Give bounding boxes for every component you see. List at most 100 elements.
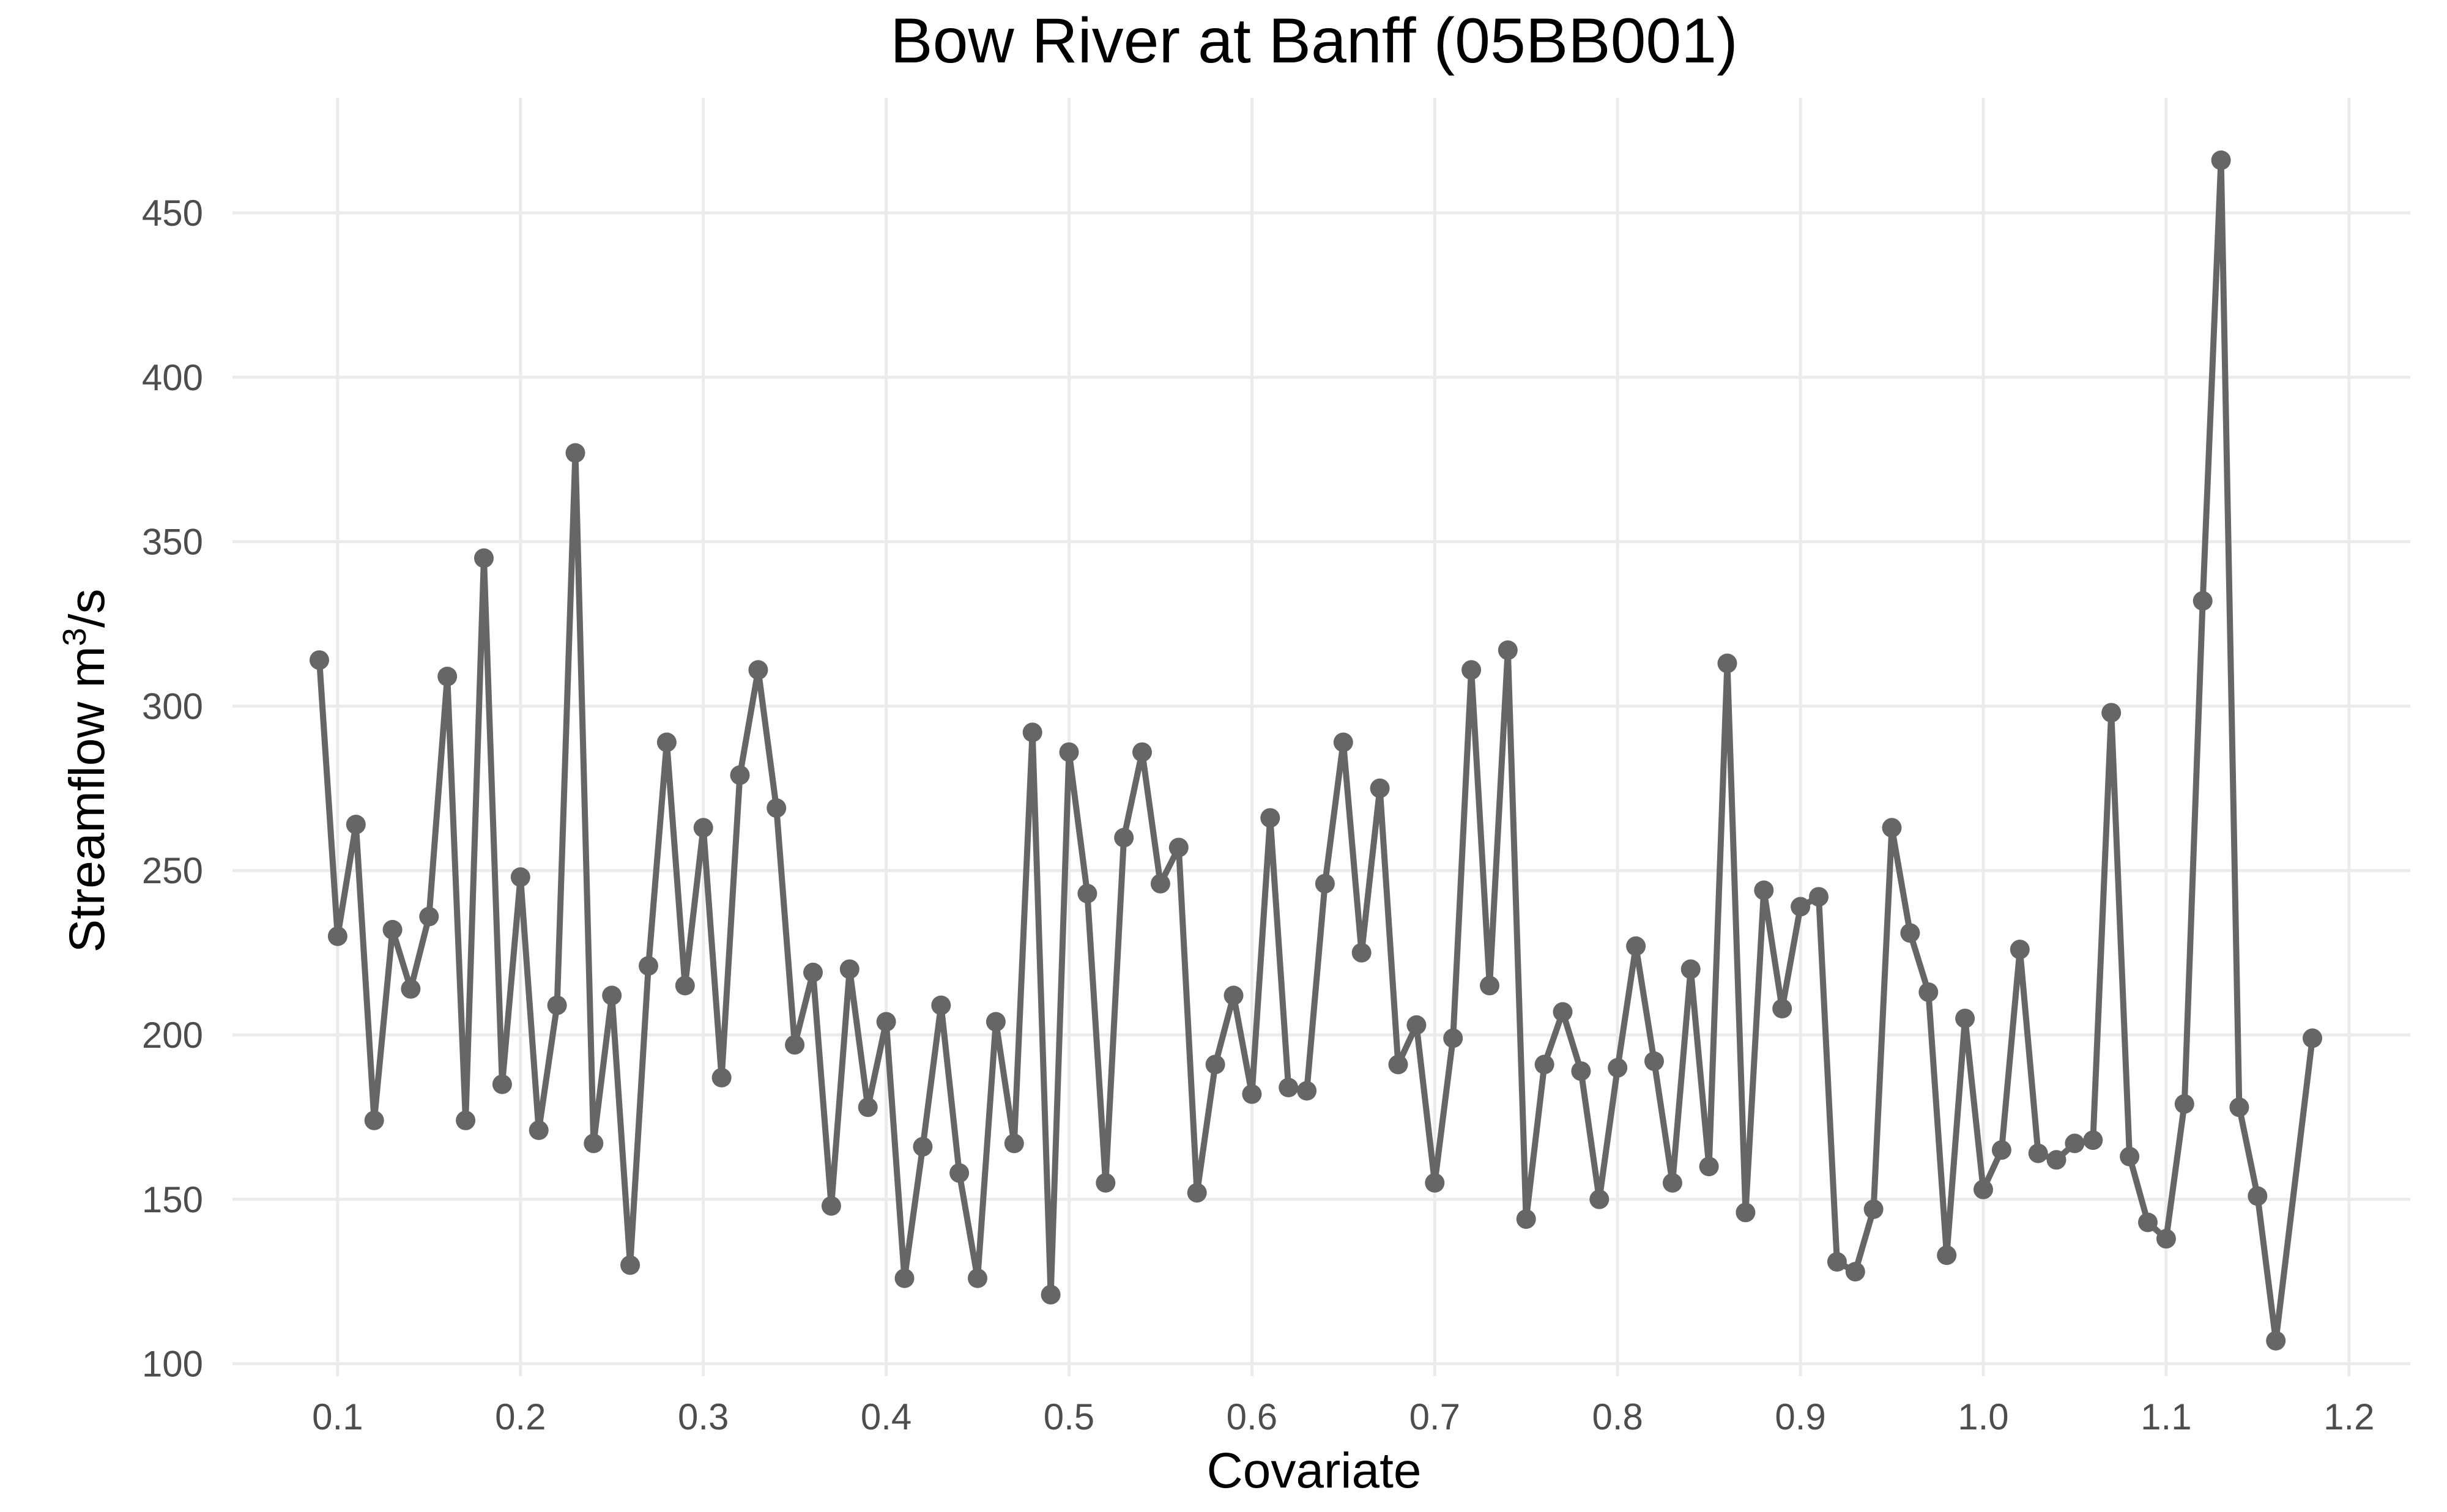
x-tick-label: 1.2 [2323, 1396, 2374, 1437]
y-axis-ticks: 100 150 200 250 300 350 400 450 [142, 193, 203, 1385]
x-tick-label: 0.3 [678, 1396, 729, 1437]
x-tick-label: 0.7 [1409, 1396, 1460, 1437]
data-point [1754, 880, 1774, 900]
y-tick-label: 400 [142, 357, 203, 398]
data-point [437, 667, 458, 686]
y-tick-label: 250 [142, 850, 203, 891]
data-point [894, 1268, 915, 1288]
data-point [1224, 985, 1244, 1006]
data-point [748, 660, 768, 680]
data-point [310, 650, 329, 670]
data-point [1205, 1054, 1225, 1075]
y-axis-title-main: Streamflow m [59, 646, 115, 952]
data-point [876, 1012, 896, 1032]
y-axis-title-tail: /s [59, 588, 115, 628]
data-point [584, 1133, 604, 1154]
x-tick-label: 0.8 [1592, 1396, 1643, 1437]
data-point [1644, 1051, 1664, 1071]
data-point [711, 1067, 732, 1088]
data-point [346, 815, 366, 834]
data-point [1004, 1133, 1024, 1154]
data-point [2083, 1130, 2103, 1151]
data-point [1059, 742, 1079, 762]
x-tick-label: 0.2 [495, 1396, 546, 1437]
data-point [2138, 1212, 2158, 1232]
y-tick-label: 150 [142, 1179, 203, 1220]
data-point [1242, 1084, 1262, 1104]
data-point [1480, 976, 1499, 996]
data-point [785, 1035, 805, 1055]
data-point [2229, 1097, 2249, 1117]
y-axis-title: Streamflow m3/s [56, 588, 115, 952]
y-tick-label: 100 [142, 1344, 203, 1385]
data-point [2065, 1133, 2085, 1154]
data-point [1150, 873, 1170, 894]
data-point [2120, 1146, 2140, 1166]
data-point [1534, 1054, 1554, 1075]
data-point [2010, 939, 2030, 960]
data-point [2156, 1229, 2176, 1249]
data-point [1077, 883, 1097, 903]
y-tick-label: 350 [142, 522, 203, 563]
data-point [602, 985, 622, 1006]
data-point [1699, 1157, 1719, 1177]
data-point [1370, 778, 1390, 798]
data-point [2193, 591, 2213, 611]
data-point [1132, 742, 1152, 762]
x-tick-label: 0.5 [1044, 1396, 1094, 1437]
data-point [2046, 1150, 2066, 1170]
data-point [1553, 1002, 1573, 1022]
data-point [1608, 1058, 1628, 1078]
chart-title: Bow River at Banff (05BB001) [890, 6, 1737, 76]
grid [232, 98, 2410, 1376]
data-point [1279, 1078, 1299, 1097]
data-point [1406, 1015, 1427, 1035]
data-point [364, 1110, 384, 1130]
data-point [1425, 1173, 1445, 1193]
data-point [419, 906, 439, 927]
data-point [492, 1074, 512, 1094]
data-point [1443, 1028, 1463, 1048]
data-point [1589, 1189, 1610, 1209]
x-tick-label: 0.9 [1775, 1396, 1825, 1437]
data-point [1571, 1061, 1591, 1081]
data-point [730, 765, 750, 785]
data-point [1626, 936, 1646, 956]
data-point [1022, 722, 1042, 743]
data-point [1388, 1054, 1408, 1075]
data-point [547, 995, 567, 1015]
data-point [1297, 1081, 1317, 1101]
data-point [767, 798, 787, 818]
y-tick-label: 200 [142, 1015, 203, 1056]
x-tick-label: 0.4 [861, 1396, 912, 1437]
data-point [1516, 1209, 1536, 1229]
data-point [401, 979, 421, 999]
data-point [1187, 1183, 1207, 1203]
data-point [1845, 1262, 1865, 1282]
y-axis-title-superscript: 3 [56, 628, 93, 646]
data-point [1791, 897, 1811, 917]
data-point [656, 732, 677, 752]
data-point [565, 443, 585, 463]
data-point [620, 1255, 641, 1275]
data-point [1991, 1140, 2011, 1160]
x-tick-label: 1.1 [2141, 1396, 2191, 1437]
data-point [693, 818, 713, 838]
data-point [821, 1196, 841, 1216]
data-point [1351, 943, 1372, 963]
data-point [1315, 873, 1335, 894]
data-point [803, 962, 823, 982]
y-tick-label: 300 [142, 686, 203, 727]
data-point [1863, 1199, 1884, 1219]
data-point [2174, 1094, 2194, 1114]
data-point [1918, 982, 1939, 1002]
data-point [1680, 959, 1701, 979]
data-point [1736, 1203, 1756, 1223]
x-tick-label: 0.1 [312, 1396, 363, 1437]
x-tick-label: 1.0 [1958, 1396, 2008, 1437]
data-point [1937, 1245, 1957, 1266]
data-point [1260, 808, 1280, 828]
data-point [474, 548, 494, 568]
data-point [675, 976, 695, 996]
